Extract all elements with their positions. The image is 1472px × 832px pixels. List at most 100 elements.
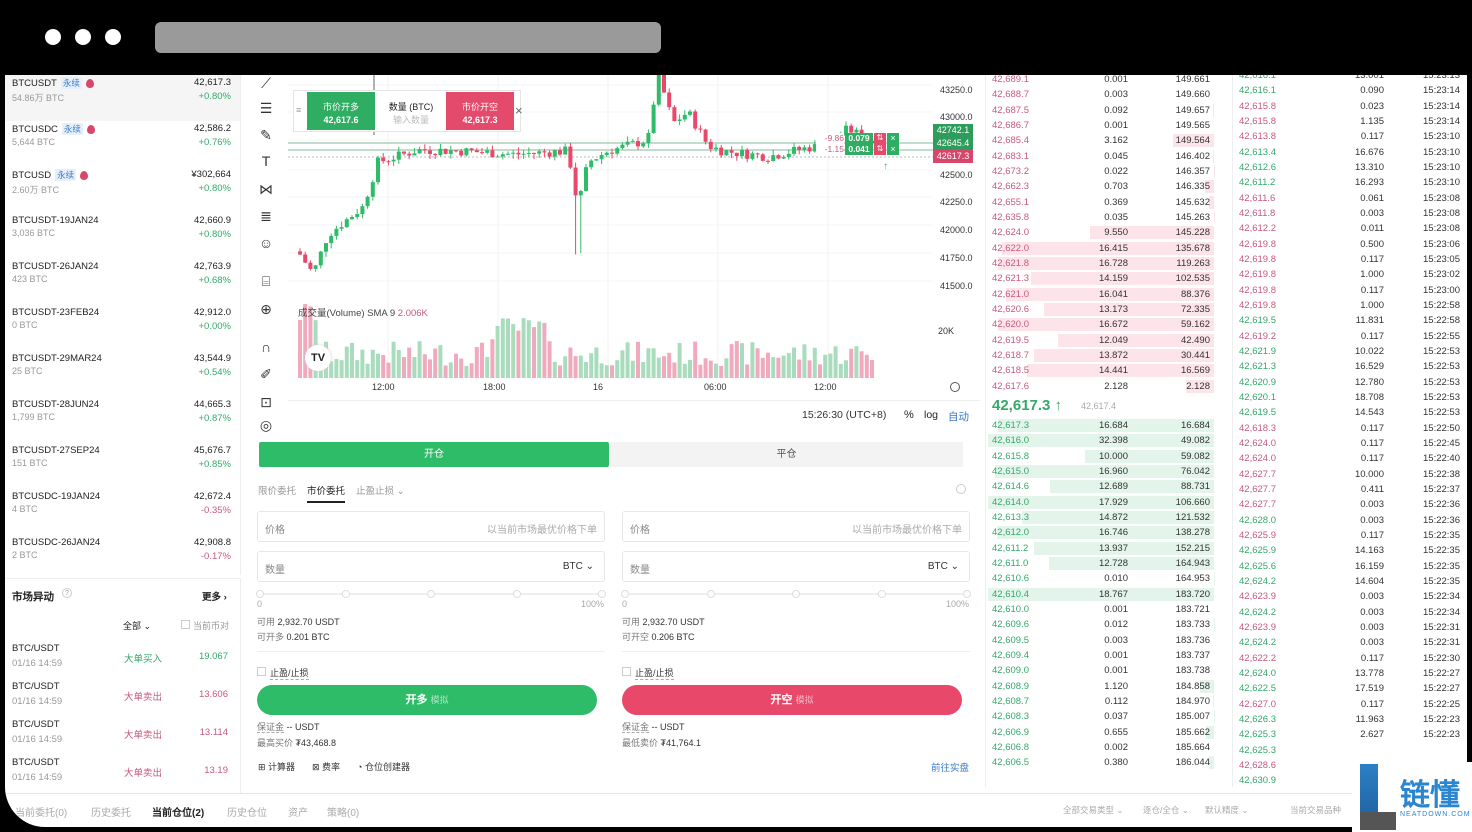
market-row[interactable]: BTCUSDC-19JAN24 4 BTC 42,672.4 -0.35% <box>5 489 240 535</box>
bid-row[interactable]: 42,606.8 0.002 185.664 <box>986 740 1214 755</box>
bid-row[interactable]: 42,614.6 12.689 88.731 <box>986 479 1214 494</box>
unit-dropdown[interactable]: BTC ⌄ <box>927 561 959 572</box>
window-minimize-dot[interactable] <box>75 29 91 45</box>
anomaly-item[interactable]: BTC/USDT 01/16 14:59 大单卖出 13.606 <box>12 679 234 717</box>
qty-input[interactable]: 输入数量 <box>392 115 429 125</box>
bid-row[interactable]: 42,611.0 12.728 164.943 <box>986 556 1214 571</box>
close-position-icon[interactable]: × <box>887 144 899 155</box>
market-row[interactable]: BTCUSDT-23FEB24 0 BTC 42,912.0 +0.00% <box>5 305 240 351</box>
bid-row[interactable]: 42,609.5 0.003 183.736 <box>986 633 1214 648</box>
slider-stop[interactable] <box>341 590 350 598</box>
long-submit-button[interactable]: 开多 模拟 <box>257 685 597 715</box>
bottom-filter[interactable]: 全部交易类型 ⌄ <box>1063 804 1124 816</box>
close-position-icon[interactable]: × <box>887 133 899 144</box>
slider-stop[interactable] <box>512 590 521 598</box>
ask-row[interactable]: 42,685.4 3.162 149.564 <box>986 133 1214 148</box>
tab-close[interactable]: 平仓 <box>610 442 963 467</box>
bottom-tab[interactable]: 资产 <box>288 808 308 819</box>
ask-row[interactable]: 42,687.5 0.092 149.657 <box>986 103 1214 118</box>
unlock-icon[interactable]: ⊡ <box>260 394 272 410</box>
reverse-position-icon[interactable]: ⇅ <box>874 133 886 144</box>
bid-row[interactable]: 42,613.3 14.872 121.532 <box>986 510 1214 525</box>
bid-row[interactable]: 42,615.0 16.960 76.042 <box>986 464 1214 479</box>
percent-toggle[interactable]: % <box>904 409 914 421</box>
bottom-tab[interactable]: 历史委托 <box>91 808 131 819</box>
current-pair-checkbox[interactable] <box>181 620 190 629</box>
slider-stop[interactable] <box>706 590 715 598</box>
window-maximize-dot[interactable] <box>105 29 121 45</box>
ruler-icon[interactable]: ⌸ <box>261 273 271 289</box>
bottom-tab[interactable]: 策略(0) <box>327 808 360 819</box>
log-toggle[interactable]: log <box>924 409 939 421</box>
ask-row[interactable]: 42,618.7 13.872 30.441 <box>986 348 1214 363</box>
bid-row[interactable]: 42,609.6 0.012 183.733 <box>986 617 1214 632</box>
slider-stop[interactable] <box>792 590 800 598</box>
bid-row[interactable]: 42,610.6 0.010 164.953 <box>986 571 1214 586</box>
anomaly-item[interactable]: BTC/USDT 01/16 14:59 大单卖出 13.114 <box>12 717 234 755</box>
ask-row[interactable]: 42,621.8 16.728 119.263 <box>986 256 1214 271</box>
ask-row[interactable]: 42,622.0 16.415 135.678 <box>986 241 1214 256</box>
market-row[interactable]: BTCUSDT-27SEP24 151 BTC 45,676.7 +0.85% <box>5 443 240 489</box>
tab-open[interactable]: 开仓 <box>259 442 609 467</box>
quantity-slider[interactable] <box>621 590 971 598</box>
tpsl-checkbox[interactable] <box>622 667 631 676</box>
ask-row[interactable]: 42,688.7 0.003 149.660 <box>986 87 1214 102</box>
market-row[interactable]: BTCUSDT-26JAN24 423 BTC 42,763.9 +0.68% <box>5 259 240 305</box>
more-link[interactable]: 更多 › <box>202 592 227 603</box>
market-row[interactable]: BTCUSD 永续 2.60万 BTC ¥302,664 +0.80% <box>5 167 240 213</box>
text-icon[interactable]: T <box>261 153 271 169</box>
drag-handle-icon[interactable]: ≡ <box>296 105 302 115</box>
magnet-icon[interactable]: ∩ <box>260 339 272 355</box>
slider-stop[interactable] <box>877 590 886 598</box>
ask-row[interactable]: 42,686.7 0.001 149.565 <box>986 118 1214 133</box>
tool-fee-rate[interactable]: ⊠ 费率 <box>312 760 340 773</box>
market-row[interactable]: BTCUSDC-26JAN24 2 BTC 42,908.8 -0.17% <box>5 535 240 581</box>
bottom-tab[interactable]: 历史仓位 <box>227 808 267 819</box>
ask-row[interactable]: 42,621.0 16.041 88.376 <box>986 287 1214 302</box>
ask-row[interactable]: 42,621.3 14.159 102.535 <box>986 271 1214 286</box>
auto-toggle[interactable]: 自动 <box>948 411 969 423</box>
window-close-dot[interactable] <box>45 29 61 45</box>
slider-stop[interactable] <box>427 590 435 598</box>
ask-row[interactable]: 42,624.0 9.550 145.228 <box>986 225 1214 240</box>
quantity-slider[interactable] <box>256 590 606 598</box>
bid-row[interactable]: 42,609.0 0.001 183.738 <box>986 663 1214 678</box>
bid-row[interactable]: 42,608.9 1.120 184.858 <box>986 679 1214 694</box>
short-submit-button[interactable]: 开空 模拟 <box>622 685 962 715</box>
address-bar[interactable] <box>155 22 661 53</box>
horizontal-lines-icon[interactable]: ☰ <box>259 100 273 116</box>
ask-row[interactable]: 42,617.6 2.128 2.128 <box>986 379 1214 394</box>
go-live-link[interactable]: 前往实盘 <box>931 763 970 774</box>
tpsl-label[interactable]: 止盈/止损 <box>635 668 674 680</box>
ask-row[interactable]: 42,655.1 0.369 145.632 <box>986 195 1214 210</box>
market-row[interactable]: BTCUSDT-28JUN24 1,799 BTC 44,665.3 +0.87% <box>5 397 240 443</box>
bid-row[interactable]: 42,610.0 0.001 183.721 <box>986 602 1214 617</box>
bid-row[interactable]: 42,611.2 13.937 152.215 <box>986 541 1214 556</box>
bid-row[interactable]: 42,616.0 32.398 49.082 <box>986 433 1214 448</box>
anomaly-item[interactable]: BTC/USDT 01/16 14:59 大单卖出 13.19 <box>12 755 234 793</box>
bottom-filter[interactable]: 逐仓/全仓 ⌄ <box>1143 804 1189 816</box>
filter-dropdown[interactable]: 全部 ⌄ <box>123 619 151 632</box>
help-icon[interactable]: ? <box>62 588 72 598</box>
slider-stop[interactable] <box>621 590 629 598</box>
close-icon[interactable]: × <box>515 103 523 118</box>
market-sell-button[interactable]: 市价开空 42,617.3 <box>446 92 514 130</box>
ask-row[interactable]: 42,689.1 0.001 149.661 <box>986 75 1214 87</box>
brush-icon[interactable]: ✎ <box>260 127 272 143</box>
settings-icon[interactable] <box>950 382 960 392</box>
quantity-input[interactable]: 数量 BTC ⌄ <box>622 551 970 582</box>
tool-position-builder[interactable]: ◔ 仓位创建器 <box>357 760 410 773</box>
bottom-tab[interactable]: 当前仓位(2) <box>152 808 205 819</box>
bid-row[interactable]: 42,608.7 0.112 184.970 <box>986 694 1214 709</box>
market-row[interactable]: BTCUSDT-29MAR24 25 BTC 43,544.9 +0.54% <box>5 351 240 397</box>
ask-row[interactable]: 42,620.6 13.173 72.335 <box>986 302 1214 317</box>
price-input[interactable]: 价格 以当前市场最优价格下单 <box>622 511 970 542</box>
ask-row[interactable]: 42,635.8 0.035 145.263 <box>986 210 1214 225</box>
bottom-tab[interactable]: 当前委托(0) <box>15 808 68 819</box>
bid-row[interactable]: 42,608.3 0.037 185.007 <box>986 709 1214 724</box>
market-row[interactable]: BTCUSDC 永续 5,644 BTC 42,586.2 +0.76% <box>5 121 240 167</box>
tpsl-label[interactable]: 止盈/止损 <box>270 668 309 680</box>
help-icon[interactable] <box>956 484 966 494</box>
ask-row[interactable]: 42,662.3 0.703 146.335 <box>986 179 1214 194</box>
market-row[interactable]: BTCUSDT 永续 54.86万 BTC 42,617.3 +0.80% <box>5 75 240 121</box>
